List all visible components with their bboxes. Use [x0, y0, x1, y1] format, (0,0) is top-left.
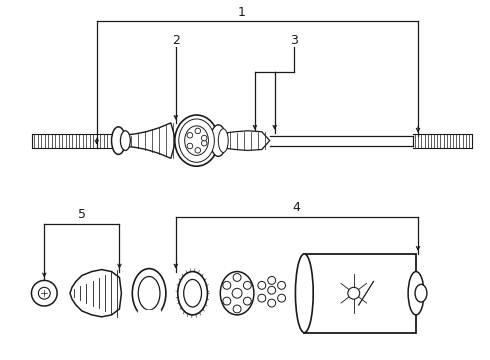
Circle shape: [268, 276, 276, 284]
Text: 5: 5: [78, 208, 86, 221]
Circle shape: [233, 305, 241, 313]
Circle shape: [31, 280, 57, 306]
Circle shape: [195, 148, 200, 153]
Ellipse shape: [220, 271, 254, 315]
Ellipse shape: [179, 119, 214, 162]
Ellipse shape: [210, 125, 226, 156]
Ellipse shape: [185, 126, 208, 156]
Circle shape: [244, 297, 251, 305]
Ellipse shape: [121, 131, 130, 150]
Circle shape: [201, 140, 207, 146]
Ellipse shape: [112, 127, 125, 154]
Ellipse shape: [415, 284, 427, 302]
Circle shape: [187, 143, 193, 149]
Circle shape: [278, 282, 286, 289]
Circle shape: [268, 286, 276, 294]
Circle shape: [348, 287, 360, 299]
Circle shape: [244, 282, 251, 289]
Text: 4: 4: [293, 201, 300, 214]
Circle shape: [258, 294, 266, 302]
Polygon shape: [227, 131, 270, 150]
Ellipse shape: [175, 115, 219, 166]
Ellipse shape: [219, 129, 228, 152]
Circle shape: [195, 128, 200, 134]
Circle shape: [187, 132, 193, 138]
Polygon shape: [128, 123, 176, 158]
Circle shape: [223, 297, 231, 305]
Circle shape: [233, 274, 241, 282]
Circle shape: [38, 287, 50, 299]
Ellipse shape: [295, 254, 313, 333]
Ellipse shape: [184, 279, 201, 307]
Polygon shape: [70, 270, 122, 317]
Ellipse shape: [132, 269, 166, 318]
Circle shape: [258, 282, 266, 289]
Circle shape: [232, 288, 242, 298]
Circle shape: [278, 294, 286, 302]
Circle shape: [223, 282, 231, 289]
Ellipse shape: [408, 271, 424, 315]
Circle shape: [268, 299, 276, 307]
Text: 2: 2: [172, 34, 180, 47]
Ellipse shape: [138, 276, 160, 310]
Circle shape: [201, 135, 207, 141]
Text: 1: 1: [238, 6, 246, 19]
Text: 3: 3: [291, 34, 298, 47]
Ellipse shape: [178, 271, 207, 315]
Bar: [304, 254, 416, 333]
